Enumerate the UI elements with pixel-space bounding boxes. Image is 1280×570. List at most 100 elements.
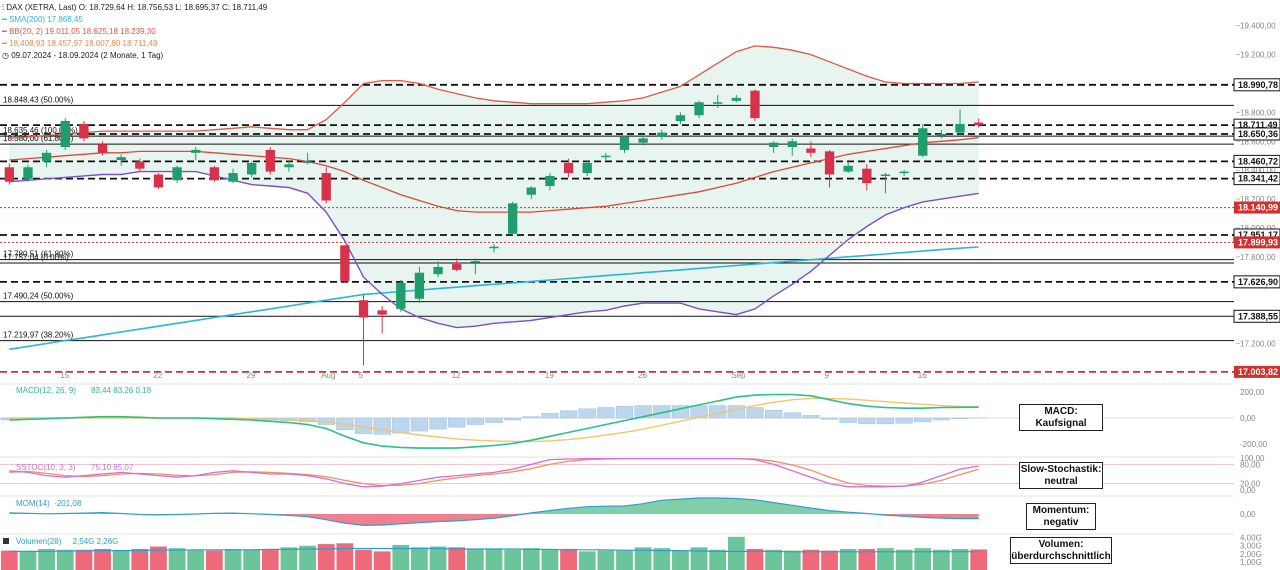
x-tick-label: 22 (153, 371, 162, 380)
y-tick-label: 18.400,00 (1240, 166, 1276, 175)
volume-signal-box: Volumen: überdurchschnittlich (1010, 537, 1112, 564)
stoch-d-line (9, 457, 979, 487)
volume-bar (224, 548, 242, 570)
level-price-label: 17.003,82 (1238, 367, 1278, 377)
macd-histogram-bar (504, 417, 522, 421)
candle-body (284, 164, 294, 168)
macd-y-label: 200,00 (1240, 388, 1265, 397)
macd-histogram-bar (839, 417, 857, 423)
volume-bar (205, 550, 223, 570)
stoch-y-label: 0,00 (1240, 486, 1256, 495)
y-tick-label: 18.000,00 (1240, 224, 1276, 233)
level-price-box (1233, 275, 1280, 289)
candle-body (4, 167, 14, 182)
stoch-y-label: 80,00 (1240, 460, 1261, 469)
candle-body (228, 173, 238, 182)
level-price-label: 18.650,36 (1238, 129, 1278, 139)
level-price-box (1233, 309, 1280, 323)
x-tick-label: 29 (247, 371, 256, 380)
macd-histogram-bar (410, 417, 429, 432)
volume-bar (392, 544, 410, 570)
macd-histogram-bar (373, 417, 391, 435)
momentum-y-label: 0,00 (1240, 510, 1256, 519)
candle-body (843, 165, 853, 172)
candle-body (470, 261, 481, 263)
y-tick-label: 18.600,00 (1240, 137, 1276, 146)
volume-bar (485, 548, 503, 570)
candle-body (918, 128, 928, 156)
volume-bar (746, 548, 764, 570)
volume-y-label: 4,00G (1240, 534, 1262, 543)
level-price-box (1233, 172, 1280, 186)
level-label-left: 17.757,04 (0.00%) (3, 253, 69, 262)
stoch-values: 75,10 65,07 (91, 463, 134, 472)
volume-bar (168, 548, 186, 570)
macd-histogram-bar (932, 417, 951, 421)
candle-body (713, 102, 723, 104)
level-price-label: 18.711,49 (1238, 120, 1278, 130)
macd-histogram-bar (764, 409, 783, 419)
macd-histogram-bar (485, 417, 503, 423)
candle-body (824, 151, 835, 175)
candle-body (601, 155, 611, 158)
stoch-title: SSTOC(10, 3, 3) (16, 463, 76, 472)
sma200-line (9, 246, 979, 351)
macd-histogram-bar (802, 415, 820, 419)
candle-body (433, 266, 443, 275)
level-label-left: 18.635,46 (100.00%) (3, 126, 78, 135)
candle-body (135, 161, 145, 169)
volume-bar (970, 549, 988, 570)
level-price-label: 18.341,42 (1238, 174, 1278, 184)
level-price-box (1234, 201, 1280, 214)
x-tick-label: 9 (825, 371, 830, 380)
volume-bar (802, 549, 820, 570)
macd-histogram-bar (448, 417, 466, 428)
level-label-left: 18.580,00 (61.80%) (3, 134, 74, 143)
volume-bar (895, 549, 913, 570)
x-tick-label: 15 (60, 371, 69, 380)
bb-values: 19.011,05 18.625,18 18.239,30 (45, 27, 156, 36)
candle-body (974, 122, 984, 126)
y-tick-label: 19.200,00 (1240, 51, 1276, 60)
candle-body (302, 161, 313, 163)
candle-body (545, 175, 555, 187)
volume-bar (0, 550, 18, 570)
candle-body (750, 90, 760, 119)
level-label-left: 17.219,97 (38.20%) (3, 331, 74, 340)
macd-values: 83,44 83,26 0,18 (91, 386, 152, 395)
volume-bar (541, 549, 559, 570)
bollinger-band-fill (9, 45, 979, 328)
volume-bar (448, 547, 466, 570)
macd-histogram-bar (820, 417, 839, 420)
macd-histogram-bar (914, 417, 932, 423)
volume-bar (38, 548, 55, 570)
candle-body (787, 141, 797, 148)
x-tick-label: Sep (731, 371, 746, 380)
y-tick-label: 17.200,00 (1240, 340, 1276, 349)
candle-body (23, 167, 33, 179)
macd-y-label: 0,00 (1240, 414, 1256, 423)
volume-bar (187, 549, 205, 570)
volume-bar (56, 549, 74, 570)
header-overlay: ⫶ DAX (XETRA, Last) O: 18.729,64 H: 18.7… (2, 2, 267, 62)
level-label-left: 17.780,51 (61.80%) (3, 250, 74, 259)
bollinger-middle-line (9, 136, 979, 213)
x-tick-label: 12 (452, 371, 461, 380)
level-price-box (1234, 365, 1280, 378)
volume-bar (19, 551, 37, 570)
volume-bar (355, 549, 372, 570)
volume-bar (616, 550, 633, 570)
volume-bar (504, 549, 522, 570)
volume-bar (914, 548, 932, 570)
sma-value: 17.868,45 (47, 15, 83, 24)
bollinger-upper-line (9, 45, 979, 140)
stoch-k-line (9, 457, 979, 488)
volume-icon (3, 538, 9, 544)
candle-body (358, 300, 369, 318)
stoch-signal-box: Slow-Stochastik: neutral (1019, 462, 1103, 489)
range-label: 09.07.2024 - 18.09.2024 (2 Monate, 1 Tag… (11, 51, 164, 60)
candle-body (582, 162, 592, 174)
volume-bar (411, 547, 428, 570)
volume-bar (597, 550, 615, 570)
level-price-box (1233, 127, 1280, 141)
